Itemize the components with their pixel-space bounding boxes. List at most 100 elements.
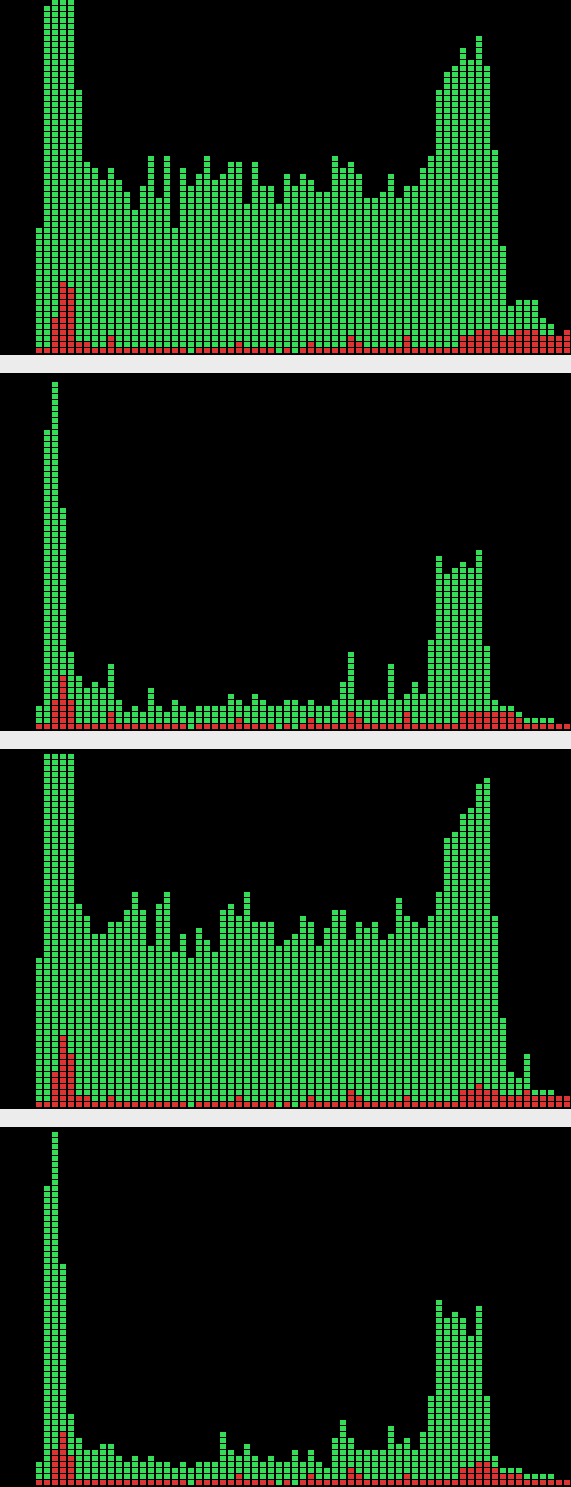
total-cell	[68, 30, 74, 35]
total-cell	[428, 664, 434, 669]
total-cell	[76, 682, 82, 687]
total-cell	[460, 916, 466, 921]
total-cell	[60, 1024, 66, 1029]
total-cell	[172, 1018, 178, 1023]
total-cell	[324, 324, 330, 329]
total-cell	[44, 970, 50, 975]
total-cell	[116, 276, 122, 281]
total-cell	[100, 940, 106, 945]
total-cell	[116, 288, 122, 293]
error-cell	[484, 724, 490, 729]
histogram-column	[356, 922, 362, 1107]
total-cell	[132, 904, 138, 909]
total-cell	[332, 700, 338, 705]
total-cell	[452, 964, 458, 969]
total-cell	[148, 958, 154, 963]
total-cell	[316, 1012, 322, 1017]
total-cell	[332, 1018, 338, 1023]
total-cell	[68, 988, 74, 993]
histogram-column	[180, 168, 186, 353]
error-cell	[404, 342, 410, 347]
total-cell	[260, 952, 266, 957]
error-cell	[52, 1090, 58, 1095]
total-cell	[452, 568, 458, 573]
total-cell	[100, 1042, 106, 1047]
total-cell	[156, 1060, 162, 1065]
total-cell	[60, 934, 66, 939]
histogram-column	[516, 712, 522, 729]
total-cell	[428, 670, 434, 675]
error-cell	[84, 724, 90, 729]
total-cell	[68, 234, 74, 239]
total-cell	[444, 652, 450, 657]
total-cell	[388, 342, 394, 347]
total-cell	[420, 988, 426, 993]
total-cell	[52, 1420, 58, 1425]
total-cell	[372, 1042, 378, 1047]
total-cell	[44, 234, 50, 239]
error-cell	[460, 724, 466, 729]
total-cell	[452, 90, 458, 95]
total-cell	[204, 1090, 210, 1095]
total-cell	[356, 1030, 362, 1035]
total-cell	[44, 826, 50, 831]
error-cell	[524, 348, 530, 353]
total-cell	[484, 1084, 490, 1089]
total-cell	[172, 312, 178, 317]
total-cell	[300, 1030, 306, 1035]
total-cell	[476, 586, 482, 591]
total-cell	[188, 1006, 194, 1011]
total-cell	[380, 204, 386, 209]
total-cell	[180, 234, 186, 239]
total-cell	[404, 1048, 410, 1053]
total-cell	[44, 514, 50, 519]
total-cell	[428, 270, 434, 275]
total-cell	[348, 306, 354, 311]
total-cell	[284, 240, 290, 245]
total-cell	[68, 874, 74, 879]
total-cell	[340, 252, 346, 257]
histogram-column	[564, 330, 570, 353]
total-cell	[244, 258, 250, 263]
total-cell	[228, 916, 234, 921]
histogram-column	[428, 156, 434, 353]
total-cell	[468, 676, 474, 681]
total-cell	[476, 1018, 482, 1023]
total-cell	[196, 1090, 202, 1095]
total-cell	[196, 958, 202, 963]
total-cell	[348, 1048, 354, 1053]
total-cell	[460, 180, 466, 185]
total-cell	[428, 204, 434, 209]
total-cell	[148, 688, 154, 693]
total-cell	[340, 916, 346, 921]
total-cell	[428, 958, 434, 963]
total-cell	[348, 204, 354, 209]
total-cell	[484, 838, 490, 843]
total-cell	[92, 324, 98, 329]
error-cell	[52, 706, 58, 711]
total-cell	[444, 264, 450, 269]
total-cell	[268, 306, 274, 311]
total-cell	[476, 796, 482, 801]
total-cell	[180, 1000, 186, 1005]
total-cell	[396, 258, 402, 263]
total-cell	[84, 192, 90, 197]
total-cell	[460, 1084, 466, 1089]
total-cell	[300, 1054, 306, 1059]
total-cell	[252, 1090, 258, 1095]
total-cell	[52, 210, 58, 215]
total-cell	[76, 204, 82, 209]
total-cell	[332, 204, 338, 209]
total-cell	[76, 156, 82, 161]
total-cell	[260, 1006, 266, 1011]
total-cell	[460, 96, 466, 101]
total-cell	[172, 976, 178, 981]
total-cell	[540, 324, 546, 329]
total-cell	[396, 1048, 402, 1053]
total-cell	[140, 234, 146, 239]
total-cell	[148, 952, 154, 957]
total-cell	[388, 976, 394, 981]
total-cell	[364, 982, 370, 987]
total-cell	[292, 1084, 298, 1089]
total-cell	[140, 258, 146, 263]
